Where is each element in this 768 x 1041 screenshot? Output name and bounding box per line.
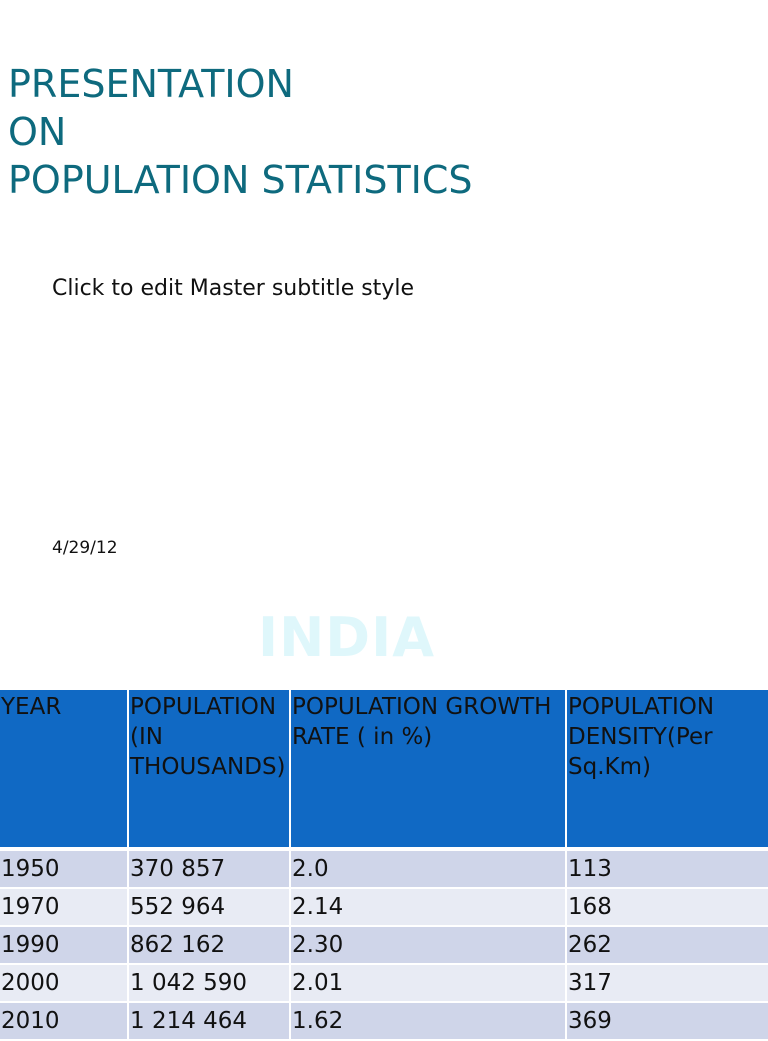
cell-density: 113 [566, 849, 768, 889]
subtitle-placeholder[interactable]: Click to edit Master subtitle style [52, 276, 414, 301]
cell-population: 1 214 464 [128, 1002, 291, 1041]
cell-year: 2010 [0, 1002, 129, 1041]
section-heading: INDIA [258, 606, 435, 669]
cell-growth-rate: 2.30 [290, 926, 567, 965]
population-table: YEAR POPULATION (IN THOUSANDS) POPULATIO… [0, 690, 768, 1041]
cell-year: 1990 [0, 926, 129, 965]
slide-title: PRESENTATION ON POPULATION STATISTICS [8, 60, 748, 204]
table-row: 1950 370 857 2.0 113 [0, 849, 768, 889]
cell-density: 262 [566, 926, 768, 965]
cell-growth-rate: 1.62 [290, 1002, 567, 1041]
table-row: 1990 862 162 2.30 262 [0, 926, 768, 965]
table-row: 2000 1 042 590 2.01 317 [0, 964, 768, 1003]
title-line-3: POPULATION STATISTICS [8, 158, 473, 202]
cell-population: 1 042 590 [128, 964, 291, 1003]
table-row: 1970 552 964 2.14 168 [0, 888, 768, 927]
cell-population: 862 162 [128, 926, 291, 965]
cell-density: 168 [566, 888, 768, 927]
header-population: POPULATION (IN THOUSANDS) [128, 690, 291, 851]
cell-year: 2000 [0, 964, 129, 1003]
title-line-1: PRESENTATION [8, 62, 294, 106]
header-growth-rate: POPULATION GROWTH RATE ( in %) [290, 690, 567, 851]
cell-density: 317 [566, 964, 768, 1003]
slide-date: 4/29/12 [52, 538, 118, 558]
header-year: YEAR [0, 690, 129, 851]
cell-year: 1970 [0, 888, 129, 927]
cell-population: 552 964 [128, 888, 291, 927]
table-row: 2010 1 214 464 1.62 369 [0, 1002, 768, 1041]
cell-population: 370 857 [128, 849, 291, 889]
cell-growth-rate: 2.14 [290, 888, 567, 927]
cell-growth-rate: 2.0 [290, 849, 567, 889]
cell-density: 369 [566, 1002, 768, 1041]
cell-growth-rate: 2.01 [290, 964, 567, 1003]
header-density: POPULATION DENSITY(Per Sq.Km) [566, 690, 768, 851]
cell-year: 1950 [0, 849, 129, 889]
table-header-row: YEAR POPULATION (IN THOUSANDS) POPULATIO… [0, 690, 768, 851]
title-line-2: ON [8, 110, 67, 154]
